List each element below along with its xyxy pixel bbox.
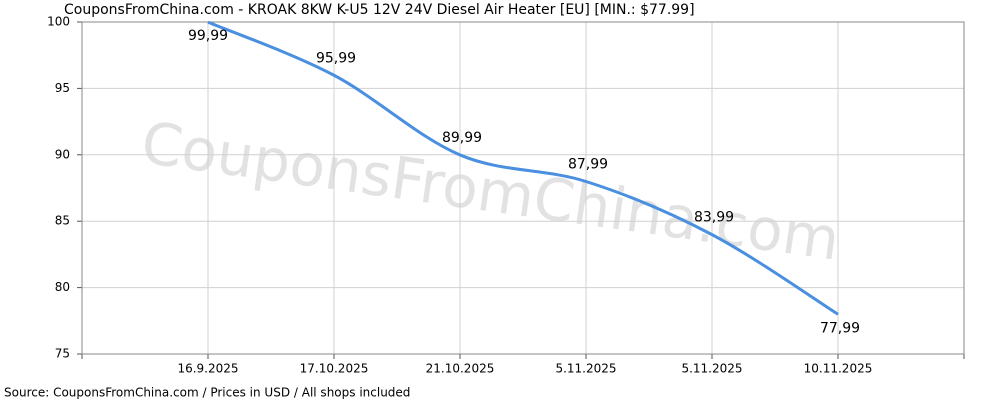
y-tick-label: 85 [55,214,70,228]
y-tick-label: 100 [47,15,70,29]
x-tick-label: 16.9.2025 [177,362,238,376]
value-label: 95,99 [316,50,356,66]
value-label: 99,99 [188,28,228,44]
y-tick-label: 80 [55,280,70,294]
x-tick-label: 5.11.2025 [555,362,616,376]
x-tick-label: 5.11.2025 [681,362,742,376]
value-label: 89,99 [442,130,482,146]
x-tick-label: 21.10.2025 [426,362,495,376]
y-tick-label: 95 [55,81,70,95]
plot-frame [81,21,965,355]
value-label: 83,99 [694,210,734,226]
y-tick-label: 75 [55,347,70,361]
value-label: 87,99 [568,156,608,172]
price-line [207,20,839,316]
x-tick-label: 17.10.2025 [300,362,369,376]
y-tick-label: 90 [55,147,70,161]
value-label: 77,99 [820,320,860,336]
chart-title: CouponsFromChina.com - KROAK 8KW K-U5 12… [64,2,695,18]
source-note: Source: CouponsFromChina.com / Prices in… [4,386,410,400]
x-tick-label: 10.11.2025 [804,362,873,376]
